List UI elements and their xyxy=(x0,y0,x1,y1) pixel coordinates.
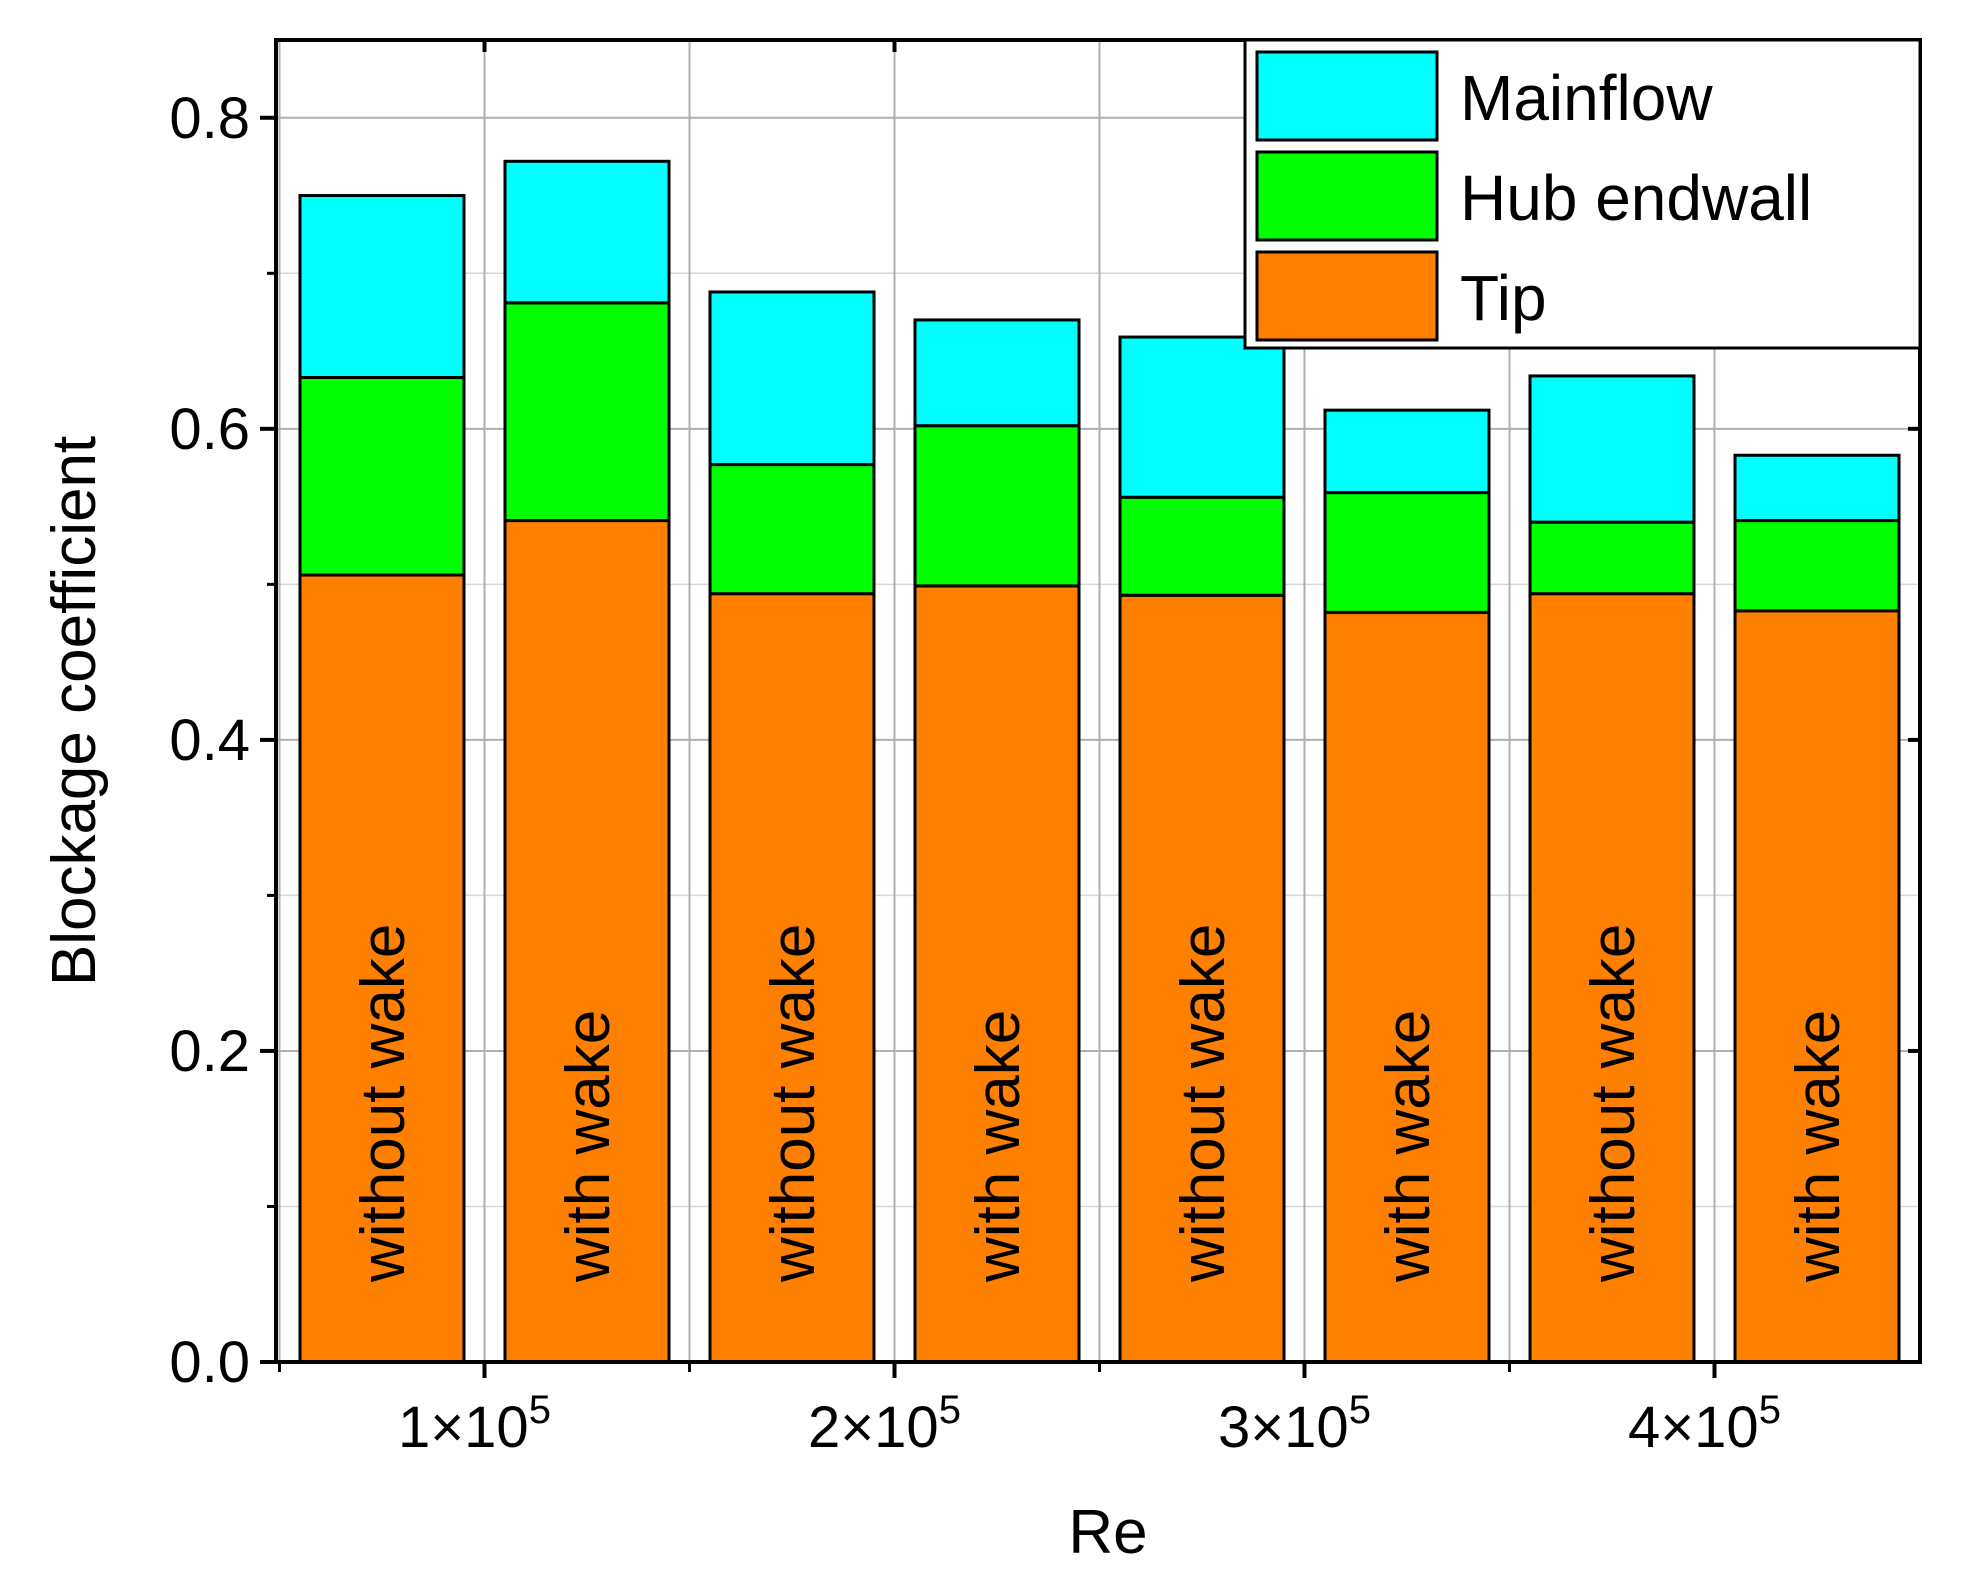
x-axis-title: Re xyxy=(1068,1498,1147,1567)
bar-segment-hub-endwall xyxy=(298,375,466,577)
bar-category-label: without wake xyxy=(349,924,418,1283)
legend-label: Tip xyxy=(1460,262,1547,334)
bar-segment-mainflow xyxy=(298,194,466,379)
x-tick-label: 2×105 xyxy=(808,1388,961,1460)
axes: 0.0 0.2 0.4 0.6 0.8 1×105 2×105 3×105 4×105 xyxy=(169,38,1922,1460)
bar-segment-hub-endwall xyxy=(1528,520,1696,596)
bar-segment-tip xyxy=(503,519,671,1364)
y-tick-label: 0.4 xyxy=(169,708,250,773)
bar-category-label: with wake xyxy=(964,1010,1033,1283)
bar-category-label: with wake xyxy=(554,1010,623,1283)
x-tick-label: 3×105 xyxy=(1218,1388,1371,1460)
legend-swatch-tip xyxy=(1255,250,1439,342)
bar-category-label: with wake xyxy=(1374,1010,1443,1283)
x-tick-label: 1×105 xyxy=(398,1388,551,1460)
bar-segment-hub-endwall xyxy=(1733,519,1901,613)
bar-segment-mainflow xyxy=(1733,453,1901,523)
y-tick-label: 0.2 xyxy=(169,1019,250,1084)
bar-category-label: without wake xyxy=(1169,924,1238,1283)
bar-segment-hub-endwall xyxy=(913,424,1081,588)
legend-label: Hub endwall xyxy=(1460,162,1812,234)
bar-segment-tip xyxy=(1118,593,1286,1364)
legend-swatch-mainflow xyxy=(1255,50,1439,142)
bars: without wake with wake without wake with wa… xyxy=(298,159,1901,1364)
bar-segment-hub-endwall xyxy=(708,463,876,596)
y-axis-title: Blockage coefficient xyxy=(40,436,109,986)
bar-segment-mainflow xyxy=(1528,374,1696,524)
y-tick-label: 0.6 xyxy=(169,397,250,462)
bar-segment-mainflow xyxy=(1118,335,1286,499)
bar-segment-hub-endwall xyxy=(1118,495,1286,597)
y-tick-label: 0.0 xyxy=(169,1330,250,1395)
bar-segment-mainflow xyxy=(1323,408,1491,495)
bar-segment-tip xyxy=(708,592,876,1364)
bar-segment-tip xyxy=(1528,592,1696,1364)
legend-label: Mainflow xyxy=(1460,62,1713,134)
bar-category-label: without wake xyxy=(1579,924,1648,1283)
y-tick-label: 0.8 xyxy=(169,86,250,151)
bar-category-label: with wake xyxy=(1784,1010,1853,1283)
x-tick-label: 4×105 xyxy=(1628,1388,1781,1460)
legend: Mainflow Hub endwall Tip xyxy=(1243,38,1922,350)
bar-segment-tip xyxy=(1323,610,1491,1364)
bar-segment-tip xyxy=(1733,609,1901,1364)
bar-segment-mainflow xyxy=(913,318,1081,428)
bar-category-label: without wake xyxy=(759,924,828,1283)
bar-segment-mainflow xyxy=(708,290,876,467)
bar-segment-mainflow xyxy=(503,159,671,305)
legend-swatch-hub-endwall xyxy=(1255,150,1439,242)
bar-segment-hub-endwall xyxy=(1323,491,1491,614)
bar-segment-hub-endwall xyxy=(503,301,671,523)
bar-segment-tip xyxy=(298,573,466,1364)
